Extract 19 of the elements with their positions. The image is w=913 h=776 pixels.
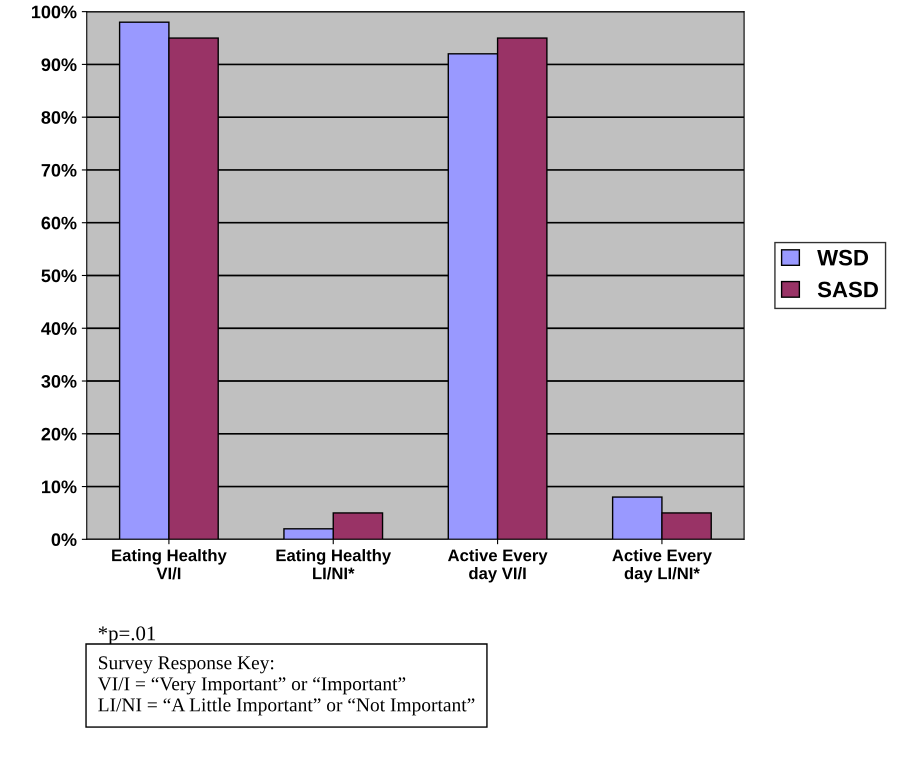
legend-label: WSD: [817, 250, 868, 266]
x-tick-label: Eating Healthy VI/I: [112, 549, 227, 580]
y-tick-label: 40%: [41, 322, 77, 335]
y-tick-label: 20%: [42, 428, 77, 441]
x-tick-label: Active Every day VI/I: [448, 549, 548, 583]
y-tick-label: 30%: [41, 374, 77, 388]
legend-label: SASD: [818, 282, 878, 298]
y-tick-label: 0%: [52, 533, 77, 546]
y-tick-label: 70%: [42, 164, 77, 177]
x-tick-label: Active Every day LI/NI*: [612, 549, 712, 583]
text: Survey Response Key: VI/I = “Very Important” or “Important” LI/NI = “A Little Important” or “Not Important”: [98, 656, 474, 716]
y-tick-label: 90%: [42, 58, 77, 72]
x-tick-label: Eating Healthy LI/NI*: [276, 549, 392, 580]
y-tick-label: 100%: [32, 6, 77, 18]
y-tick-label: 60%: [42, 216, 77, 230]
y-tick-label: 10%: [42, 480, 77, 494]
y-tick-label: 50%: [41, 269, 77, 282]
y-tick-label: 80%: [41, 111, 77, 124]
text: *p=.01: [98, 626, 156, 645]
